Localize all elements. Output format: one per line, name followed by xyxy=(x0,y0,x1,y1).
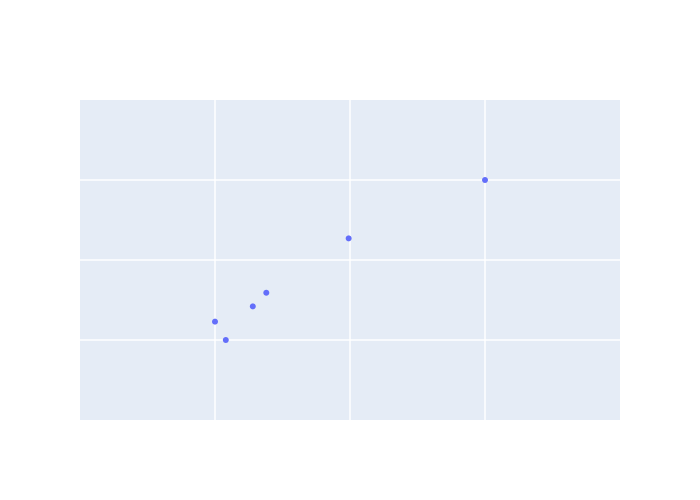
data-point[interactable] xyxy=(212,318,218,325)
y-gridlines xyxy=(80,179,620,341)
data-point[interactable] xyxy=(249,303,256,310)
data-point[interactable] xyxy=(345,235,352,242)
data-point[interactable] xyxy=(263,289,270,296)
data-point[interactable] xyxy=(482,177,488,183)
data-point[interactable] xyxy=(222,337,229,343)
data-points xyxy=(212,177,488,343)
